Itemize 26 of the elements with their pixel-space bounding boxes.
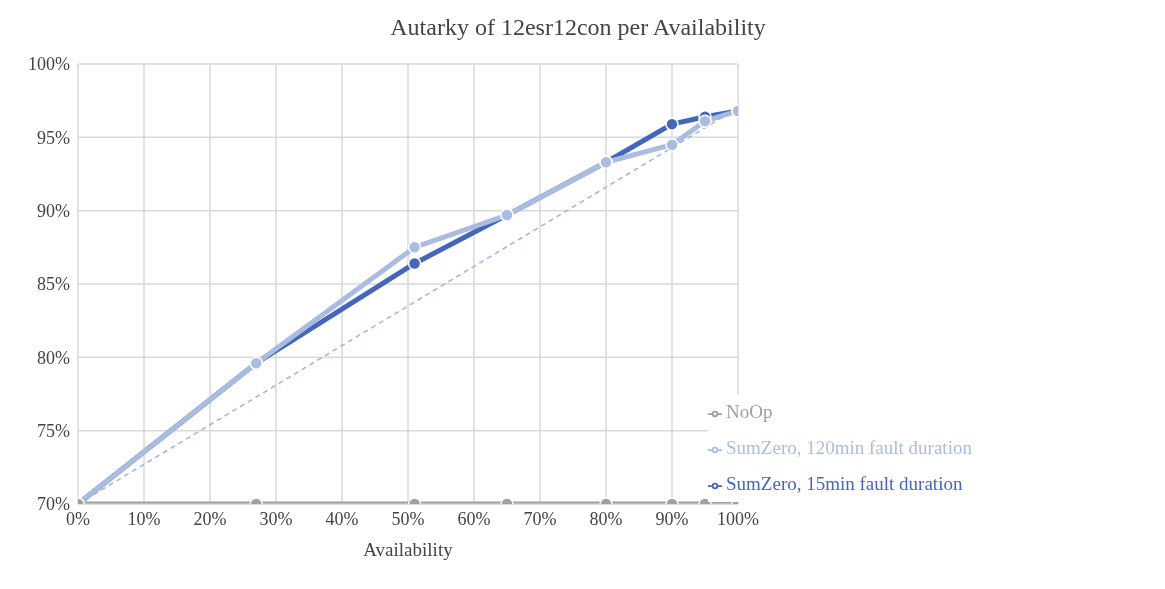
x-tick-label: 90% (655, 508, 689, 529)
point (665, 117, 679, 131)
point (698, 114, 712, 128)
x-tick-label: 30% (259, 508, 293, 529)
x-tick-label: 70% (523, 508, 557, 529)
x-tick-label: 20% (193, 508, 227, 529)
y-tick-label: 85% (37, 274, 70, 295)
chart-title: Autarky of 12esr12con per Availability (389, 13, 767, 42)
legend-label: SumZero, 15min fault duration (726, 473, 963, 494)
point (665, 137, 679, 152)
x-tick-label: 40% (325, 508, 359, 529)
legend-label: NoOp (726, 401, 773, 422)
x-tick-label: 100% (717, 508, 759, 529)
point (407, 240, 422, 255)
y-tick-label: 100% (28, 54, 70, 75)
y-tick-label: 75% (37, 421, 70, 442)
x-tick-label: 80% (589, 508, 623, 529)
x-tick-label: 60% (457, 508, 491, 529)
x-axis-title: Availability (363, 539, 454, 560)
point (407, 256, 422, 271)
x-tick-label: 10% (127, 508, 161, 529)
y-tick-label: 95% (37, 127, 70, 148)
y-tick-label: 80% (37, 347, 70, 368)
legend-label: SumZero, 120min fault duration (726, 437, 972, 458)
y-tick-label: 90% (37, 201, 70, 222)
x-tick-label: 50% (391, 508, 425, 529)
